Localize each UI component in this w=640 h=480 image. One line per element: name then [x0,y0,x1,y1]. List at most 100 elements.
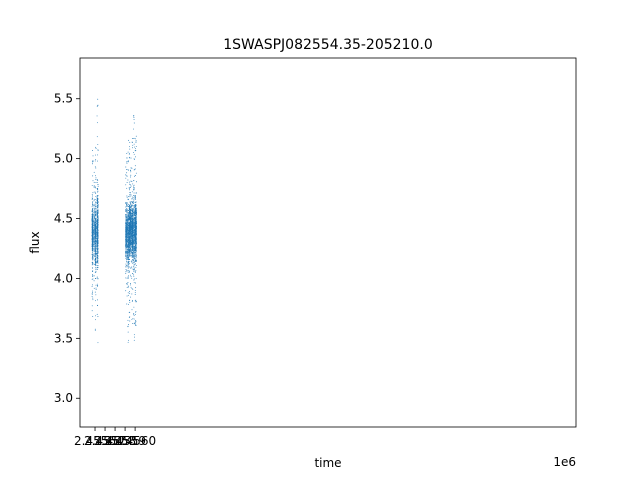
data-point [125,227,127,229]
data-point [133,266,135,268]
x-tick-label: 2.4560 [114,434,156,448]
data-point [134,217,136,219]
data-point [91,285,93,287]
data-point [132,202,133,203]
data-point [133,220,135,222]
data-point [131,300,133,301]
data-point [126,153,128,154]
data-point [97,255,99,256]
data-point [126,231,128,232]
data-point [134,204,136,206]
data-point [93,231,95,233]
data-point [97,219,99,221]
data-point [133,230,135,232]
data-point [93,239,95,241]
data-point [95,262,97,263]
data-point [134,195,136,197]
data-point [93,249,95,251]
data-point [135,230,137,232]
data-point [128,251,130,253]
data-point [95,261,97,263]
data-point [133,202,135,204]
data-point [133,128,134,130]
data-point [92,160,94,162]
data-point [95,244,97,246]
data-point [95,220,96,222]
data-point [130,221,132,223]
data-point [126,208,128,210]
data-point [134,235,136,237]
data-point [95,245,97,247]
data-point [127,244,129,246]
data-point [93,222,95,224]
data-point [135,251,137,253]
data-point [95,289,97,291]
data-point [127,250,129,252]
data-point [129,253,131,255]
data-point [127,160,129,162]
data-point [125,225,127,227]
data-point [125,266,127,268]
data-point [96,115,98,117]
data-point [97,191,99,193]
data-point [130,215,132,217]
data-point [93,280,95,282]
data-point [130,167,132,169]
data-point [129,183,131,185]
data-point [133,233,135,235]
data-point [134,209,135,211]
data-point [92,161,94,162]
data-point [127,245,129,247]
data-point [97,250,99,252]
data-point [127,260,129,262]
data-point [129,256,131,258]
data-point [95,199,97,201]
chart-title: 1SWASPJ082554.35-205210.0 [223,37,432,53]
data-point [128,187,130,189]
data-point [134,236,136,238]
data-point [92,220,93,222]
data-point [135,226,136,228]
data-point [95,238,97,240]
data-point [97,234,99,236]
data-point [93,224,95,226]
data-point [135,198,137,200]
data-point [131,260,133,262]
data-point [129,299,131,301]
data-point [127,219,129,221]
data-point [132,235,134,237]
data-point [97,267,99,269]
data-point [132,183,134,185]
data-point [126,238,128,240]
data-point [130,201,132,203]
data-point [135,319,137,321]
data-point [97,316,99,317]
data-point [133,210,135,212]
data-point [93,230,95,232]
data-point [97,268,99,270]
data-point [130,247,132,248]
data-point [129,291,130,292]
data-point [133,116,135,118]
data-point [127,211,129,213]
data-point [125,253,127,255]
data-point [92,278,94,280]
data-point [96,252,98,254]
data-point [135,223,136,224]
data-point [134,282,136,284]
data-point [136,221,137,223]
data-point [133,192,135,194]
data-point [91,209,93,210]
data-point [135,145,137,147]
data-point [131,249,133,250]
data-point [128,205,130,207]
data-point [96,276,98,278]
data-point [133,226,135,228]
data-point [125,239,127,240]
data-point [125,177,127,179]
data-point [91,293,93,295]
data-point [130,218,132,219]
data-point [91,267,93,269]
data-point [135,237,137,239]
